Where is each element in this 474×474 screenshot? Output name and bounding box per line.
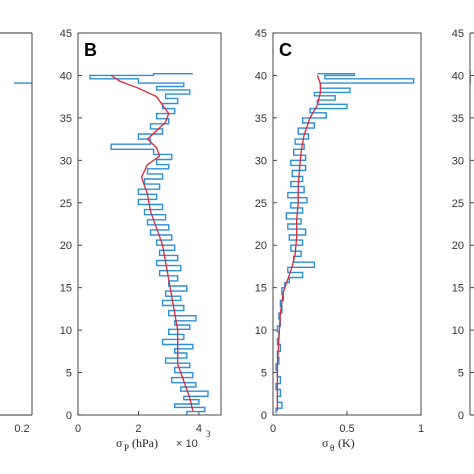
panel-b-x-axis-label: σ P (hPa) <box>116 436 158 453</box>
panel-c: 0 5 10 15 20 25 30 35 40 45 0 0.5 1 C σ θ (K) <box>255 28 424 453</box>
panel-d-ytick-label-3: 15 <box>452 283 464 295</box>
panel-c-xlabel-symbol: σ <box>322 436 329 450</box>
panel-c-xlabel-subscript: θ <box>330 443 334 453</box>
panel-b-xtick-label-2: 4 <box>196 423 202 435</box>
panel-a: 0.2 <box>0 32 33 435</box>
panel-c-frame <box>272 32 422 416</box>
panel-c-ytick-label-5: 25 <box>255 198 267 210</box>
panel-b-profile-line <box>89 73 209 415</box>
panel-c-ytick-label-4: 20 <box>255 240 267 252</box>
panel-d-y-axis: 0 5 10 15 20 25 30 35 40 45 <box>452 28 474 422</box>
panel-b-smoothed-line <box>110 74 194 411</box>
panel-d-ytick-label-8: 40 <box>452 70 464 82</box>
panel-c-series <box>275 73 415 414</box>
panel-b-multiplier: × 10 3 <box>176 429 211 450</box>
panel-d-ytick-label-0: 0 <box>458 410 464 422</box>
panel-c-profile-line <box>275 73 415 414</box>
panel-c-ytick-label-7: 35 <box>255 113 267 125</box>
panel-b-ytick-label-4: 20 <box>60 240 72 252</box>
panel-c-ytick-label-3: 15 <box>255 283 267 295</box>
panel-b-multiplier-exponent: 3 <box>206 429 211 439</box>
panel-b-ytick-label-6: 30 <box>60 155 72 167</box>
panel-c-ytick-label-6: 30 <box>255 155 267 167</box>
panel-d-ytick-label-9: 45 <box>452 28 464 40</box>
panel-c-xtick-label-0: 0 <box>270 423 276 435</box>
panel-c-ytick-label-9: 45 <box>255 28 267 40</box>
panel-b: 0 5 10 15 20 25 30 35 40 45 0 2 4 B σ P (hPa) × 10 … <box>60 28 222 453</box>
panel-c-x-axis-label: σ θ (K) <box>322 436 355 453</box>
panel-b-ytick-label-7: 35 <box>60 113 72 125</box>
panel-a-xtick-label: 0.2 <box>14 423 29 435</box>
panel-c-plot <box>275 73 415 414</box>
panel-b-xlabel-unit: (hPa) <box>132 436 158 450</box>
panel-b-xtick-label-1: 2 <box>135 423 141 435</box>
panel-b-frame <box>77 32 222 416</box>
panel-b-ytick-label-0: 0 <box>66 410 72 422</box>
panel-d: 0 5 10 15 20 25 30 35 40 45 <box>452 28 474 422</box>
panel-c-xtick-label-1: 0.5 <box>339 423 354 435</box>
panel-d-ytick-label-4: 20 <box>452 240 464 252</box>
panel-c-ytick-label-2: 10 <box>255 325 267 337</box>
panel-b-plot <box>89 73 209 415</box>
panel-c-ytick-label-8: 40 <box>255 70 267 82</box>
panel-b-ytick-label-3: 15 <box>60 283 72 295</box>
panel-d-ytick-label-7: 35 <box>452 113 464 125</box>
panel-b-ytick-label-9: 45 <box>60 28 72 40</box>
panel-c-xlabel-unit: (K) <box>338 436 355 450</box>
panel-b-y-axis: 0 5 10 15 20 25 30 35 40 45 <box>60 28 82 422</box>
panel-b-ytick-label-1: 5 <box>66 368 72 380</box>
panel-c-ytick-label-0: 0 <box>261 410 267 422</box>
panel-c-smoothed-line <box>276 75 322 411</box>
panel-b-xlabel-symbol: σ <box>116 436 123 450</box>
panel-b-ytick-label-8: 40 <box>60 70 72 82</box>
panel-c-xtick-label-2: 1 <box>418 423 424 435</box>
panel-d-ytick-label-1: 5 <box>458 368 464 380</box>
panel-c-letter: C <box>279 40 292 60</box>
panel-b-series <box>89 73 209 415</box>
panel-d-ytick-label-5: 25 <box>452 198 464 210</box>
panel-b-xlabel-subscript: P <box>124 443 129 453</box>
panel-d-ytick-label-2: 10 <box>452 325 464 337</box>
panel-b-xtick-label-0: 0 <box>75 423 81 435</box>
panel-b-ytick-label-5: 25 <box>60 198 72 210</box>
panel-b-letter: B <box>84 40 97 60</box>
panel-c-y-axis: 0 5 10 15 20 25 30 35 40 45 <box>255 28 277 422</box>
panel-b-multiplier-text: × 10 <box>176 438 198 450</box>
panel-d-ytick-label-6: 30 <box>452 155 464 167</box>
panel-c-ytick-label-1: 5 <box>261 368 267 380</box>
panel-b-ytick-label-2: 10 <box>60 325 72 337</box>
